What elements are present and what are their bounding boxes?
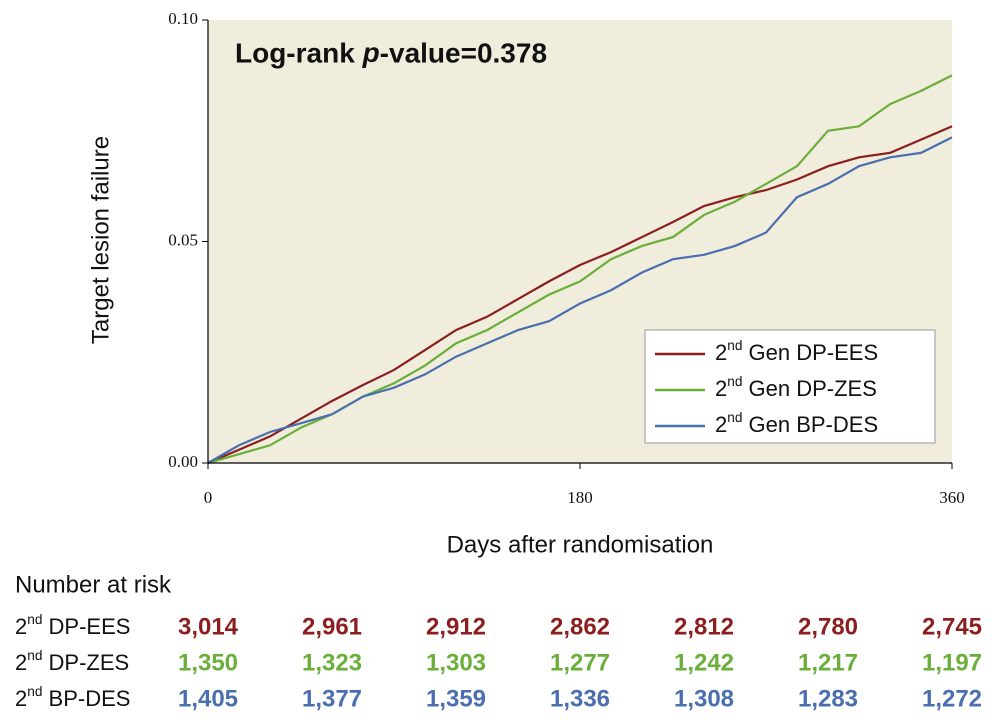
risk-value: 1,242 [674,649,734,676]
risk-value: 1,303 [426,649,486,676]
risk-value: 1,323 [302,649,362,676]
series-line [207,136,953,464]
risk-value: 1,359 [426,685,486,712]
risk-table-title: Number at risk [15,571,172,598]
legend-label: 2nd Gen BP-DES [715,410,878,437]
risk-row-label: 2nd BP-DES [15,684,130,711]
x-tick-label: 360 [939,488,965,507]
legend-label: 2nd Gen DP-EES [715,338,878,365]
legend-box [644,329,936,444]
risk-value: 1,277 [550,649,610,676]
risk-value: 1,350 [178,649,238,676]
risk-value: 1,405 [178,685,238,712]
y-tick-label: 0.10 [168,9,198,28]
series-line [207,125,953,465]
risk-value: 1,197 [922,649,982,676]
y-tick-label: 0.00 [168,452,198,471]
risk-row-label: 2nd DP-ZES [15,648,129,675]
risk-value: 1,272 [922,685,982,712]
risk-value: 1,283 [798,685,858,712]
y-axis-label: Target lesion failure [87,136,114,344]
x-axis-label: Days after randomisation [447,531,714,558]
lines [207,74,953,465]
risk-value: 1,377 [302,685,362,712]
x-tick-label: 180 [567,488,593,507]
risk-value: 2,912 [426,613,486,640]
risk-value: 3,014 [178,613,239,640]
risk-value: 1,217 [798,649,858,676]
legend-label: 2nd Gen DP-ZES [715,374,877,401]
risk-value: 2,780 [798,613,858,640]
risk-row-label: 2nd DP-EES [15,612,130,639]
y-tick-label: 0.05 [168,230,198,249]
annotation: Log-rank p-value=0.378 [235,37,547,68]
risk-value: 1,336 [550,685,610,712]
risk-value: 2,961 [302,613,362,640]
x-tick-label: 0 [204,488,213,507]
risk-value: 1,308 [674,685,734,712]
risk-value: 2,812 [674,613,734,640]
risk-value: 2,745 [922,613,982,640]
risk-value: 2,862 [550,613,610,640]
